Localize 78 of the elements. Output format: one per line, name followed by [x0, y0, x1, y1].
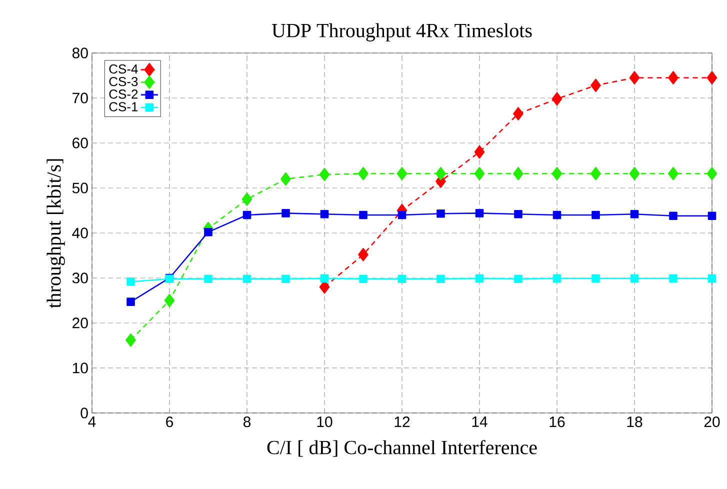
point — [590, 166, 601, 180]
point — [592, 274, 600, 283]
x-tick-label: 20 — [704, 416, 720, 428]
x-tick-label: 10 — [317, 416, 332, 428]
x-tick-label: 4 — [88, 416, 96, 427]
point — [668, 71, 678, 84]
point — [396, 166, 408, 180]
point — [204, 228, 212, 236]
point — [204, 274, 212, 284]
legend-label: CS-1 — [109, 102, 138, 112]
point — [706, 166, 718, 180]
point — [474, 145, 485, 159]
point — [282, 274, 290, 284]
y-tick-label: 40 — [72, 228, 88, 238]
point — [280, 172, 291, 186]
y-tick-label: 30 — [72, 272, 88, 284]
point — [398, 274, 406, 284]
point — [126, 333, 136, 347]
point — [320, 274, 329, 283]
point — [630, 210, 639, 218]
point — [436, 274, 445, 284]
legend-label: CS-2 — [109, 90, 138, 99]
point — [475, 274, 484, 283]
point — [514, 210, 522, 218]
point — [629, 71, 640, 84]
chart-title: UDP Throughput 4Rx Timeslots — [272, 23, 532, 42]
point — [514, 274, 522, 284]
y-tick-label: 70 — [72, 92, 88, 104]
point — [242, 210, 252, 220]
x-tick-label: 12 — [394, 416, 410, 427]
x-tick-label: 8 — [243, 416, 251, 428]
point — [242, 274, 252, 284]
point — [552, 92, 562, 106]
point — [126, 277, 135, 286]
legend-label: CS-3 — [109, 76, 138, 86]
point — [359, 210, 368, 220]
point — [164, 294, 175, 308]
point — [552, 274, 562, 283]
point — [552, 166, 562, 180]
point — [436, 209, 445, 218]
point — [358, 166, 368, 180]
point — [630, 274, 639, 283]
point — [669, 212, 678, 220]
point — [126, 298, 135, 306]
point — [320, 210, 329, 218]
point — [708, 274, 716, 283]
point — [708, 212, 716, 220]
point — [436, 166, 446, 180]
point — [592, 210, 600, 220]
point — [552, 210, 562, 220]
point — [358, 248, 368, 262]
y-axis-title: throughput [kbit/s] — [46, 159, 65, 308]
point — [513, 107, 524, 120]
point — [706, 71, 718, 84]
y-tick-label: 10 — [72, 362, 88, 374]
x-tick-label: 6 — [166, 416, 174, 428]
point — [359, 274, 368, 284]
point — [669, 274, 678, 283]
x-tick-label: 18 — [627, 416, 642, 428]
point — [242, 192, 252, 206]
point — [398, 210, 406, 220]
point — [282, 209, 290, 218]
point — [474, 166, 485, 180]
y-tick-label: 20 — [72, 318, 88, 328]
y-tick-label: 50 — [72, 182, 88, 194]
legend-label: CS-4 — [109, 64, 138, 74]
point — [668, 166, 678, 180]
point — [629, 166, 640, 180]
y-tick-label: 0 — [80, 408, 88, 418]
x-tick-label: 14 — [472, 416, 488, 427]
x-axis-title: C/I [ dB] Co-channel Interference — [267, 440, 537, 457]
y-tick-label: 80 — [72, 48, 88, 58]
x-tick-label: 16 — [550, 416, 565, 428]
point — [590, 78, 601, 92]
point — [475, 209, 484, 218]
point — [513, 166, 524, 180]
y-tick-label: 60 — [72, 138, 88, 148]
point — [319, 168, 330, 182]
